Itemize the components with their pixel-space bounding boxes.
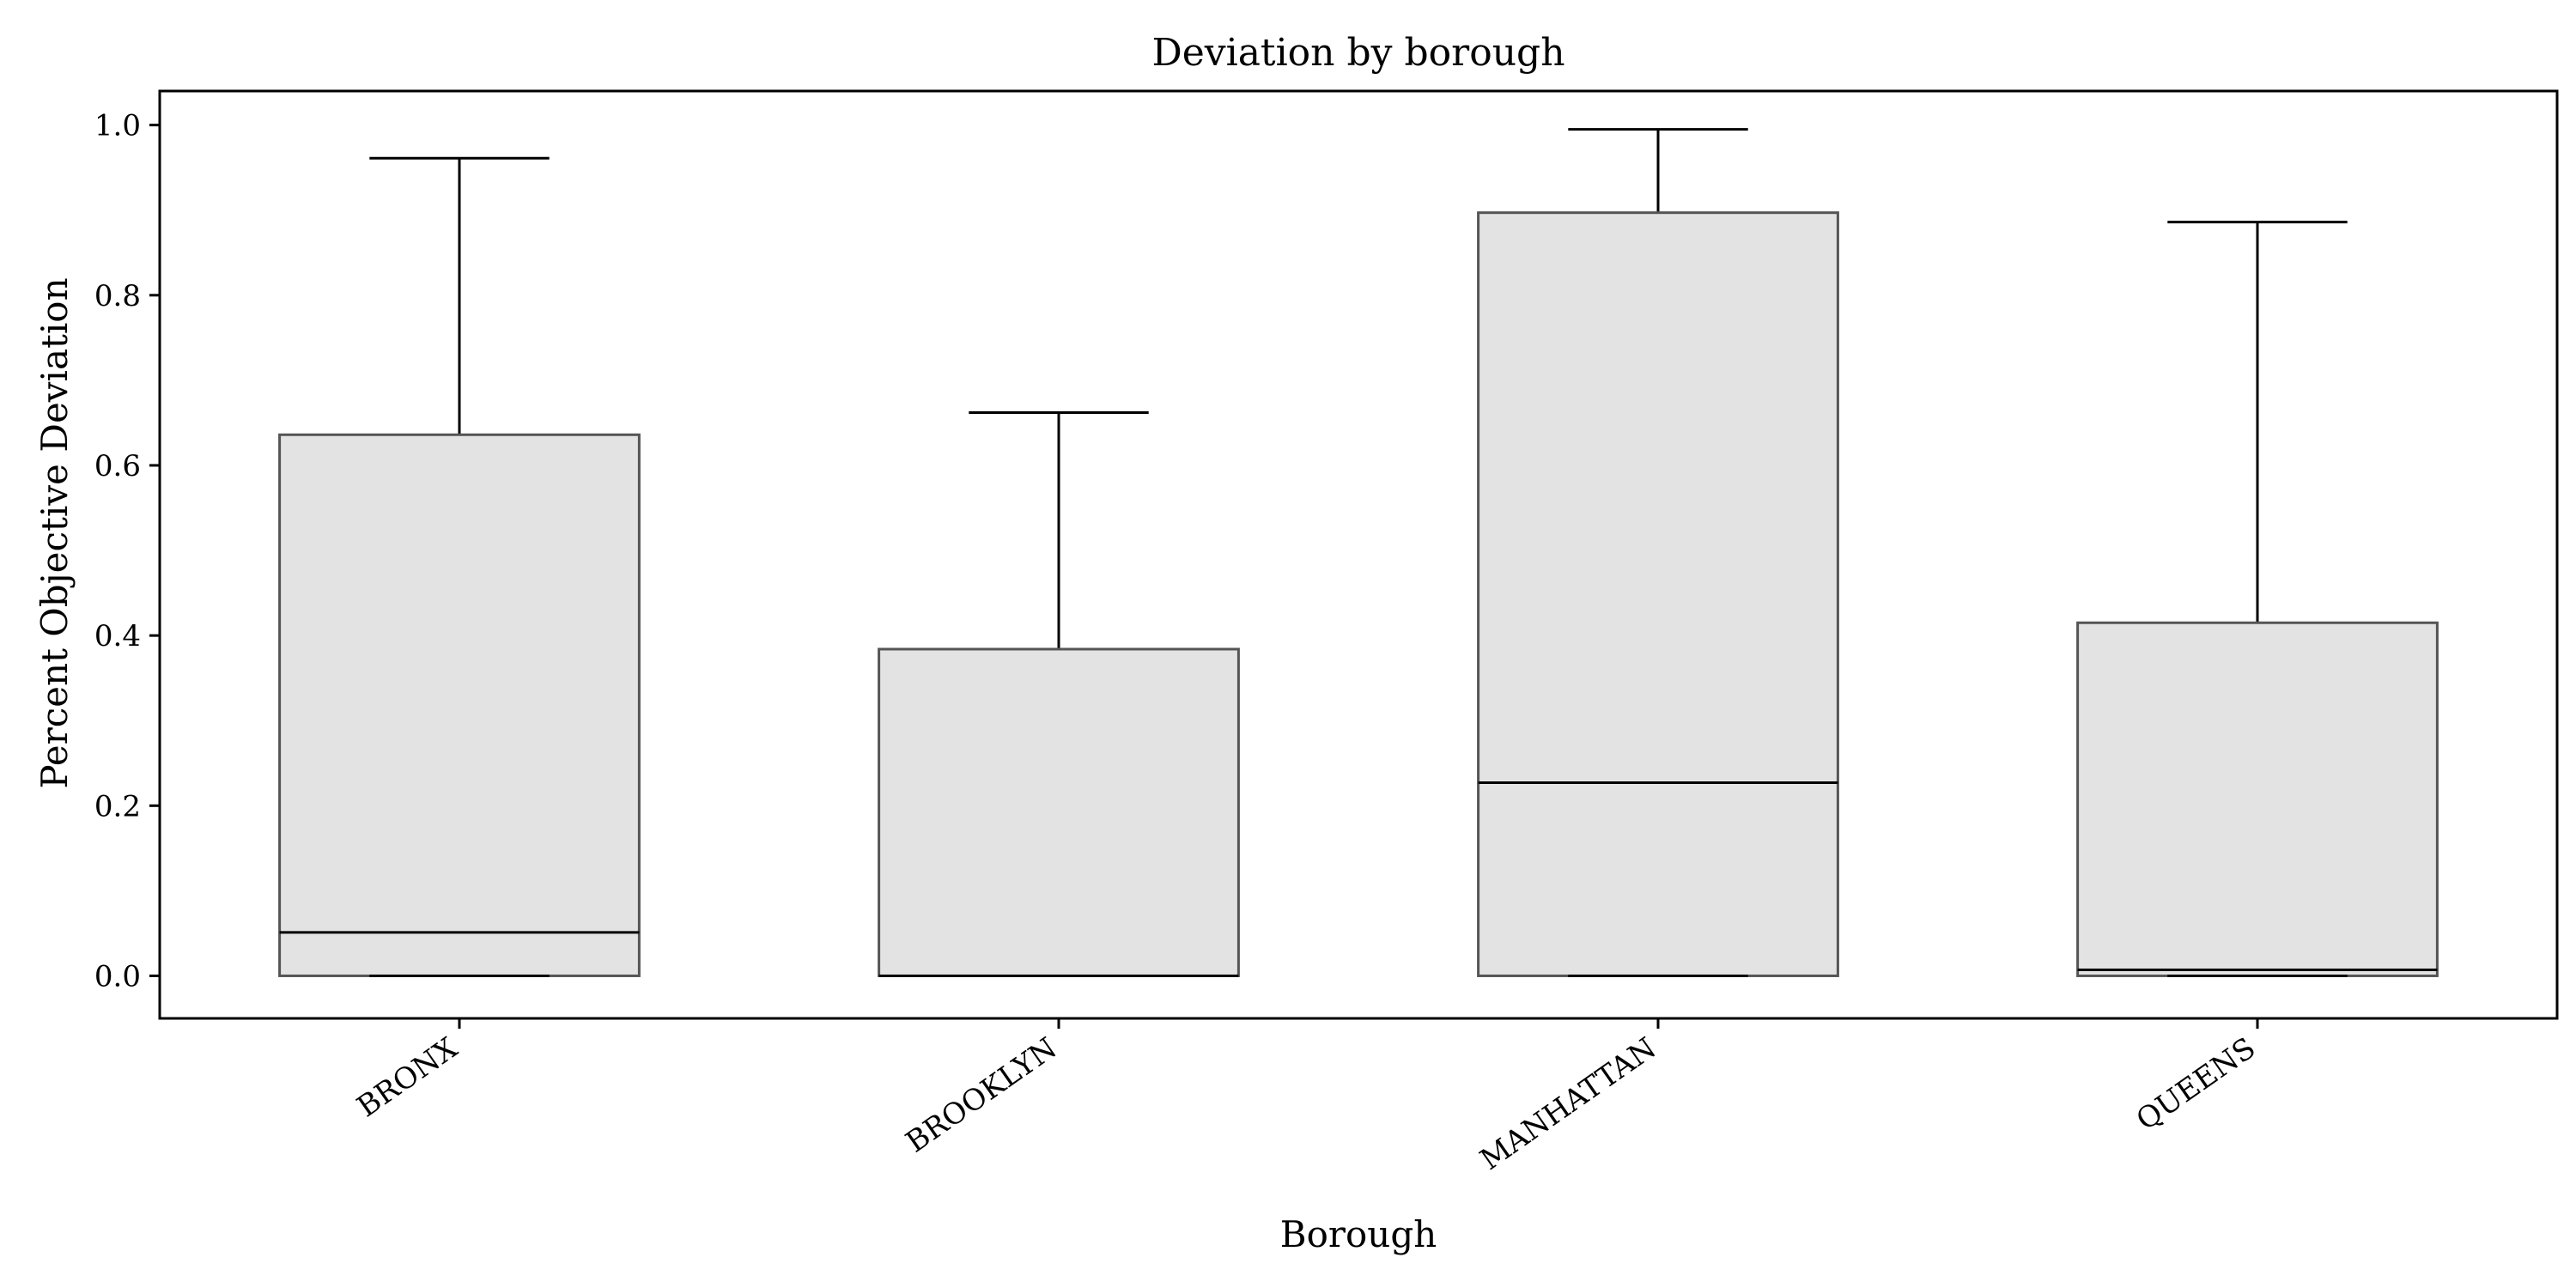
box-body: [878, 647, 1240, 977]
box-body: [278, 433, 641, 977]
box-body: [1477, 211, 1839, 977]
plot-content: [278, 128, 2439, 977]
y-tick-label: 0.2: [94, 789, 141, 823]
box-body: [2076, 621, 2439, 977]
box-brooklyn: [878, 411, 1240, 977]
x-axis-label: Borough: [1280, 1213, 1437, 1255]
y-tick-label: 0.4: [94, 619, 141, 653]
y-tick-label: 1.0: [94, 109, 141, 143]
y-tick-label: 0.0: [94, 959, 141, 993]
y-axis: 0.0 0.2 0.4 0.6 0.8 1.0: [94, 109, 160, 993]
y-tick-label: 0.8: [94, 279, 141, 313]
box-queens: [2076, 221, 2439, 977]
chart-title: Deviation by borough: [1151, 31, 1564, 75]
box-manhattan: [1477, 128, 1839, 977]
axes-frame: [158, 89, 2559, 1020]
box-bronx: [278, 156, 641, 977]
y-tick-label: 0.6: [94, 449, 141, 483]
y-axis-label: Percent Objective Deviation: [33, 277, 76, 788]
